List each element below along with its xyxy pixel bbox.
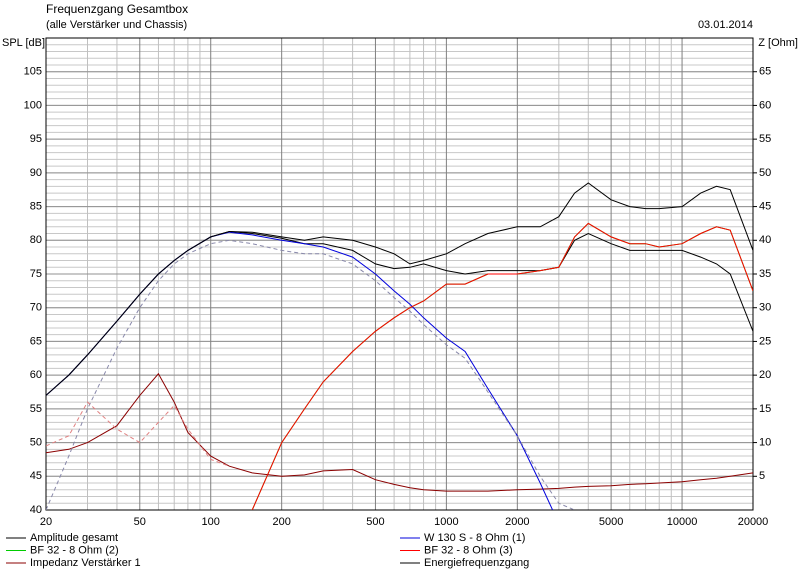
y-tick-label: 65 xyxy=(30,335,42,347)
y2-tick-label: 10 xyxy=(759,436,771,448)
legend-label: Energiefrequenzgang xyxy=(424,557,529,569)
series-line xyxy=(251,222,753,510)
plot-frame xyxy=(45,37,754,511)
y2-tick-label: 20 xyxy=(759,369,771,381)
y2-tick-label: 65 xyxy=(759,66,771,78)
y2-tick-label: 55 xyxy=(759,133,771,145)
y-tick-label: 55 xyxy=(30,403,42,415)
y-tick-label: 80 xyxy=(30,234,42,246)
legend-label: Impedanz Verstärker 1 xyxy=(30,557,141,569)
legend-label: BF 32 - 8 Ohm (2) xyxy=(30,544,119,556)
y-tick-label: 75 xyxy=(30,268,42,280)
y2-tick-label: 5 xyxy=(759,470,765,482)
y-tick-label: 85 xyxy=(30,200,42,212)
y2-tick-label: 60 xyxy=(759,99,771,111)
y-tick-label: 105 xyxy=(24,66,42,78)
series-line xyxy=(46,182,753,396)
y2-tick-label: 15 xyxy=(759,403,771,415)
legend-label: BF 32 - 8 Ohm (3) xyxy=(424,544,513,556)
y-tick-label: 90 xyxy=(30,167,42,179)
legend-label: Amplitude gesamt xyxy=(30,532,118,544)
y2-tick-label: 35 xyxy=(759,268,771,280)
chart-date: 03.01.2014 xyxy=(698,19,753,31)
y2-tick-label: 30 xyxy=(759,302,771,314)
x-tick-label: 100 xyxy=(202,516,220,528)
x-tick-label: 10000 xyxy=(667,516,698,528)
y-tick-label: 100 xyxy=(24,99,42,111)
series-line xyxy=(46,401,230,467)
x-tick-label: 50 xyxy=(134,516,146,528)
y2-tick-label: 45 xyxy=(759,200,771,212)
y-tick-label: 70 xyxy=(30,302,42,314)
y2-tick-label: 25 xyxy=(759,335,771,347)
x-tick-label: 1000 xyxy=(434,516,458,528)
y-tick-label: 50 xyxy=(30,436,42,448)
y-tick-label: 40 xyxy=(30,504,42,516)
x-tick-label: 20000 xyxy=(738,516,769,528)
plot-area xyxy=(46,182,753,510)
series-line xyxy=(46,230,753,396)
y2-tick-label: 40 xyxy=(759,234,771,246)
y-tick-label: 45 xyxy=(30,470,42,482)
series-line xyxy=(46,372,753,492)
y2-axis-label: Z [Ohm] xyxy=(758,37,798,49)
x-tick-label: 500 xyxy=(366,516,384,528)
y2-tick-label: 50 xyxy=(759,167,771,179)
x-tick-label: 5000 xyxy=(599,516,623,528)
x-tick-label: 2000 xyxy=(505,516,529,528)
chart-title: Frequenzgang Gesamtbox xyxy=(46,2,188,16)
series-line xyxy=(46,231,554,510)
series-line xyxy=(251,222,753,510)
series-line xyxy=(46,239,575,510)
x-tick-label: 20 xyxy=(40,516,52,528)
y-tick-label: 95 xyxy=(30,133,42,145)
legend-label: W 130 S - 8 Ohm (1) xyxy=(424,532,525,544)
y-axis-label: SPL [dB] xyxy=(2,37,45,49)
x-tick-label: 200 xyxy=(272,516,290,528)
chart-subtitle: (alle Verstärker und Chassis) xyxy=(46,19,187,31)
y-tick-label: 60 xyxy=(30,369,42,381)
